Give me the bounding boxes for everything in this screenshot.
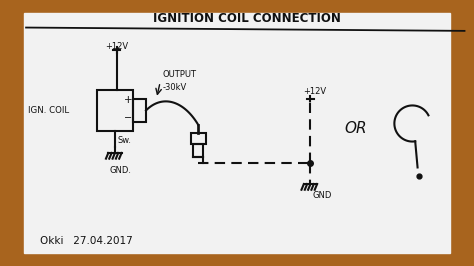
Text: IGNITION COIL CONNECTION: IGNITION COIL CONNECTION	[153, 11, 340, 24]
Bar	[133, 99, 146, 122]
Text: −: −	[124, 114, 132, 123]
Text: +12V: +12V	[303, 87, 327, 96]
Text: IGN. COIL: IGN. COIL	[28, 106, 70, 115]
Text: OUTPUT: OUTPUT	[163, 70, 197, 79]
Text: +12V: +12V	[105, 42, 128, 51]
Text: GND: GND	[313, 192, 332, 201]
Bar	[24, 13, 450, 253]
Bar	[193, 144, 203, 157]
Text: -30kV: -30kV	[163, 83, 187, 92]
Text: Okki   27.04.2017: Okki 27.04.2017	[40, 236, 133, 246]
Text: GND.: GND.	[109, 165, 131, 174]
Bar	[97, 90, 133, 131]
Text: +: +	[124, 95, 132, 105]
Text: Sw.: Sw.	[117, 136, 131, 145]
Text: OR: OR	[344, 121, 367, 136]
Bar	[191, 133, 206, 144]
